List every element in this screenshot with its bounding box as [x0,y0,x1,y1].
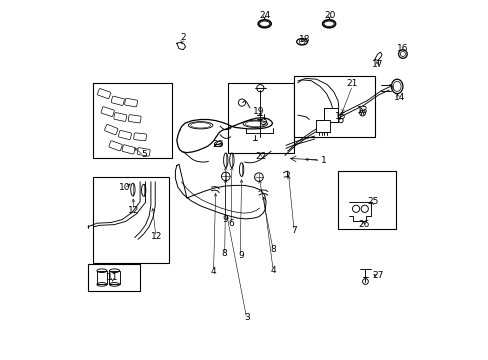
Text: 11: 11 [106,273,118,282]
Bar [315,120,329,132]
Text: 12: 12 [128,206,139,215]
Text: 19: 19 [253,107,264,116]
Text: 12: 12 [150,232,162,241]
Bar [97,271,107,284]
Bar [337,171,395,229]
Text: 8: 8 [270,246,276,254]
Text: 23: 23 [212,140,224,149]
Text: 4: 4 [210,267,216,276]
Text: 9: 9 [238,251,244,260]
Text: 4: 4 [270,266,276,275]
Text: 27: 27 [371,271,383,279]
Text: 14: 14 [393,94,404,102]
Text: 22: 22 [255,153,266,161]
Text: 24: 24 [259,10,270,19]
Text: 26: 26 [358,220,369,229]
Bar [92,177,168,263]
Bar [109,271,120,284]
Text: 2: 2 [180,33,186,42]
Text: 9: 9 [222,215,227,225]
Text: 10: 10 [118,184,130,192]
Text: 13: 13 [356,106,367,115]
Bar [228,83,294,153]
Text: 21: 21 [346,79,357,88]
Bar [323,108,337,122]
Text: 15: 15 [334,112,346,121]
Text: 6: 6 [228,219,234,228]
Text: 20: 20 [324,10,335,19]
Text: 3: 3 [244,313,249,323]
Text: 16: 16 [396,44,408,53]
Text: 17: 17 [371,60,383,69]
Text: 25: 25 [366,197,378,206]
Bar [88,264,140,291]
Text: 1: 1 [320,156,326,165]
Bar [294,76,374,137]
Text: 8: 8 [221,249,227,258]
Text: 7: 7 [291,226,297,235]
Text: 18: 18 [299,35,310,44]
Text: 5: 5 [141,150,146,159]
Bar [92,83,172,158]
